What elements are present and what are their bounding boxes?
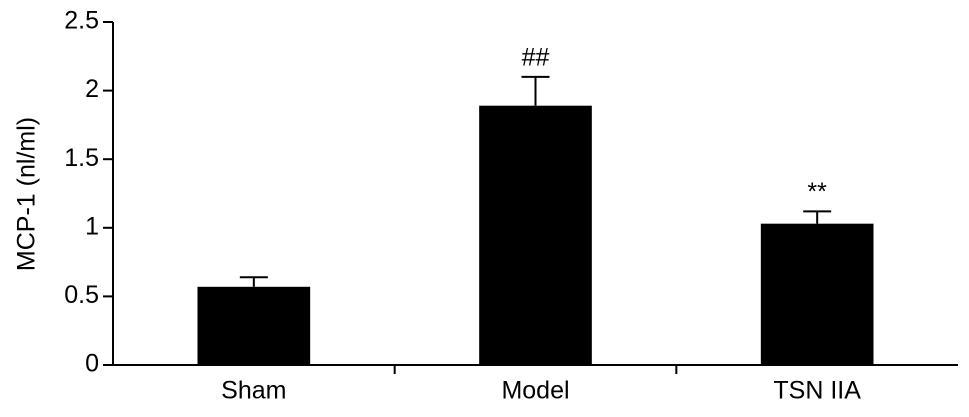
y-tick-label: 2.5 (64, 7, 99, 35)
x-tick-label: TSN IIA (773, 377, 861, 405)
error-bar (803, 210, 832, 224)
annotation: ** (807, 178, 827, 206)
annotation: ## (522, 43, 550, 71)
y-tick-label: 1.5 (64, 144, 99, 172)
bar (479, 105, 592, 365)
y-tick-label: 0 (85, 350, 99, 378)
x-tick-label: Model (501, 377, 569, 405)
x-tick-label: Sham (221, 377, 286, 405)
bar (760, 223, 874, 365)
y-axis-label: MCP-1 (nl/ml) (13, 117, 41, 271)
bar (197, 286, 311, 365)
error-bar (521, 75, 550, 106)
y-tick-label: 1 (85, 212, 99, 240)
y-tick-label: 0.5 (64, 281, 99, 309)
error-bar (239, 276, 268, 287)
y-tick-label: 2 (85, 75, 99, 103)
